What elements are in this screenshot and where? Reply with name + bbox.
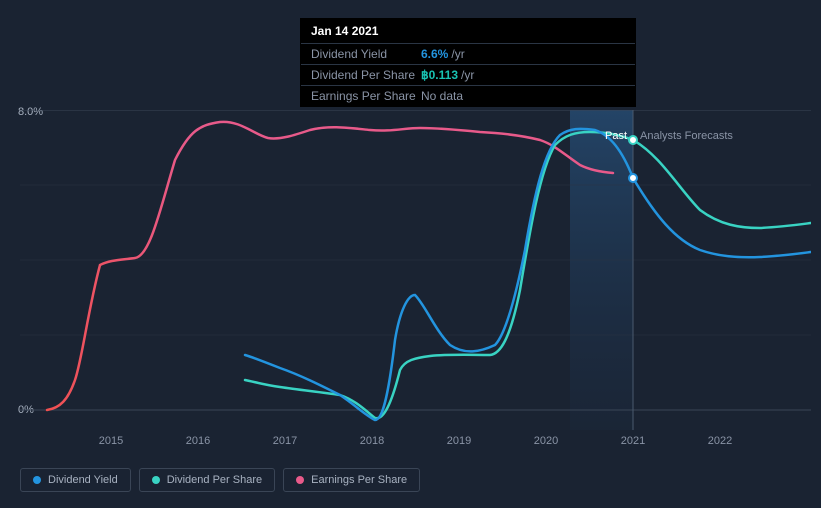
tooltip-row: Earnings Per Share No data [301,86,635,106]
legend-item[interactable]: Dividend Yield [20,468,131,492]
tooltip-label: Dividend Per Share [311,68,421,82]
tooltip-date: Jan 14 2021 [301,19,635,44]
tooltip-row: Dividend Yield 6.6%/yr [301,44,635,65]
x-axis-label: 2022 [708,435,732,447]
legend-label: Earnings Per Share [311,474,407,486]
legend-dot-icon [152,476,160,484]
tooltip-box: Jan 14 2021 Dividend Yield 6.6%/yr Divid… [300,18,636,107]
x-axis-label: 2016 [186,435,210,447]
legend-item[interactable]: Dividend Per Share [139,468,275,492]
x-axis-labels: 2015 2016 2017 2018 2019 2020 2021 2022 [20,435,811,455]
forecast-label: Analysts Forecasts [640,130,733,142]
tooltip-unit: /yr [461,68,474,82]
chart-svg [20,110,811,430]
chart-legend: Dividend Yield Dividend Per Share Earnings… [20,468,420,492]
tooltip-row: Dividend Per Share ฿0.113/yr [301,65,635,86]
tooltip-value: ฿0.113 [421,68,458,82]
x-axis-label: 2019 [447,435,471,447]
x-axis-label: 2021 [621,435,645,447]
x-axis-label: 2017 [273,435,297,447]
legend-label: Dividend Per Share [167,474,262,486]
legend-dot-icon [296,476,304,484]
x-axis-label: 2020 [534,435,558,447]
tooltip-label: Dividend Yield [311,47,421,61]
tooltip-label: Earnings Per Share [311,89,421,103]
tooltip-value: 6.6% [421,47,448,61]
legend-item[interactable]: Earnings Per Share [283,468,420,492]
tooltip-value: No data [421,89,463,103]
x-axis-label: 2015 [99,435,123,447]
legend-label: Dividend Yield [48,474,118,486]
tooltip-unit: /yr [451,47,464,61]
past-label: Past [605,130,627,142]
x-axis-label: 2018 [360,435,384,447]
legend-dot-icon [33,476,41,484]
chart-container: Jan 14 2021 Dividend Yield 6.6%/yr Divid… [0,0,821,508]
chart-plot-area[interactable] [20,110,811,430]
